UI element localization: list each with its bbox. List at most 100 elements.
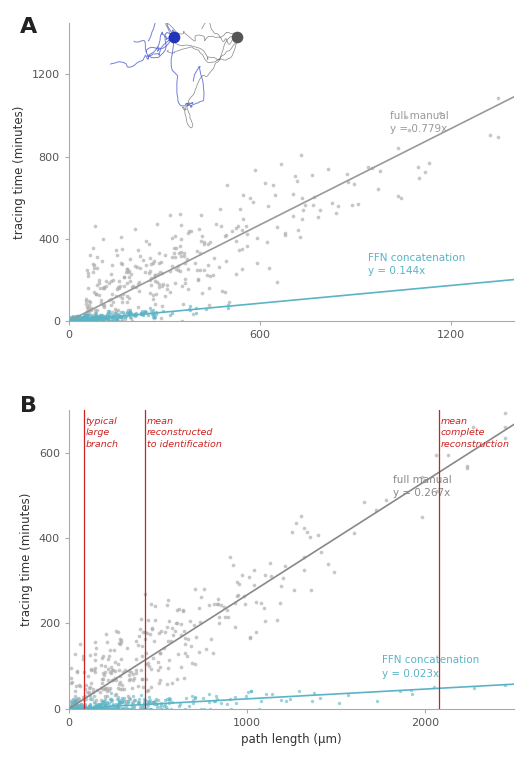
Point [183,227,192,239]
Point [104,293,113,306]
Point [80,693,89,706]
Point [111,703,120,715]
Point [99,299,108,311]
Point [166,636,175,648]
Point [152,288,160,300]
Point [101,699,110,711]
Point [179,605,187,617]
Point [74,311,82,323]
Point [149,635,158,647]
Point [174,648,182,660]
Point [233,588,242,600]
Point [176,245,185,258]
Point [126,306,134,318]
Point [73,315,81,327]
Point [206,633,215,645]
Point [109,699,117,711]
Point [91,661,100,674]
Point [166,265,174,277]
Point [205,687,214,700]
Point [195,646,204,658]
Point [110,689,119,701]
Point [90,690,98,702]
Point [100,312,109,324]
Point [76,312,85,325]
Point [209,646,218,658]
Point [344,176,352,188]
Point [77,703,85,715]
Point [74,700,82,712]
Point [103,685,112,697]
Point [177,618,186,630]
Point [215,617,224,629]
Point [350,527,358,539]
Point [113,310,122,322]
Point [81,310,90,322]
Point [494,92,502,104]
Point [72,311,81,323]
Point [84,314,93,326]
Point [72,312,81,325]
Point [71,648,80,661]
Point [501,432,509,444]
Point [86,312,95,324]
Text: B: B [20,395,37,415]
Point [108,664,117,677]
Point [117,306,126,318]
Point [161,698,170,710]
Point [140,306,149,319]
Point [310,687,318,700]
Point [134,277,143,290]
Point [154,694,162,706]
Point [111,310,119,322]
Point [104,305,112,317]
Point [134,244,142,256]
Point [214,597,222,610]
Point [315,204,324,216]
Point [215,611,224,623]
Point [350,178,358,190]
Point [303,526,312,538]
Point [276,580,285,592]
Point [76,698,85,710]
Y-axis label: tracing time (minutes): tracing time (minutes) [20,493,33,626]
Point [328,197,336,209]
Point [132,653,140,665]
Point [180,250,188,262]
Point [262,688,270,700]
Point [222,229,230,242]
Point [108,288,117,300]
Point [86,697,94,709]
Point [107,299,116,311]
Point [74,700,83,712]
Point [97,293,105,306]
Point [138,700,146,712]
Point [105,682,114,694]
Point [136,700,144,712]
Point [76,314,85,326]
Point [116,280,125,293]
Point [69,312,78,324]
Point [243,228,252,240]
Point [98,312,106,324]
Point [81,703,90,715]
Point [71,313,80,325]
Point [191,690,200,703]
Point [194,273,202,285]
Point [75,315,84,327]
Point [70,313,78,325]
Point [231,597,240,610]
Point [430,681,438,693]
Point [118,243,127,255]
Point [70,703,79,715]
Point [113,658,122,671]
Point [93,684,101,696]
Point [231,691,240,703]
Point [96,703,105,715]
Point [396,192,405,204]
Point [100,311,108,323]
Point [102,274,110,287]
Point [69,315,78,327]
Point [126,703,135,715]
Point [114,693,123,706]
